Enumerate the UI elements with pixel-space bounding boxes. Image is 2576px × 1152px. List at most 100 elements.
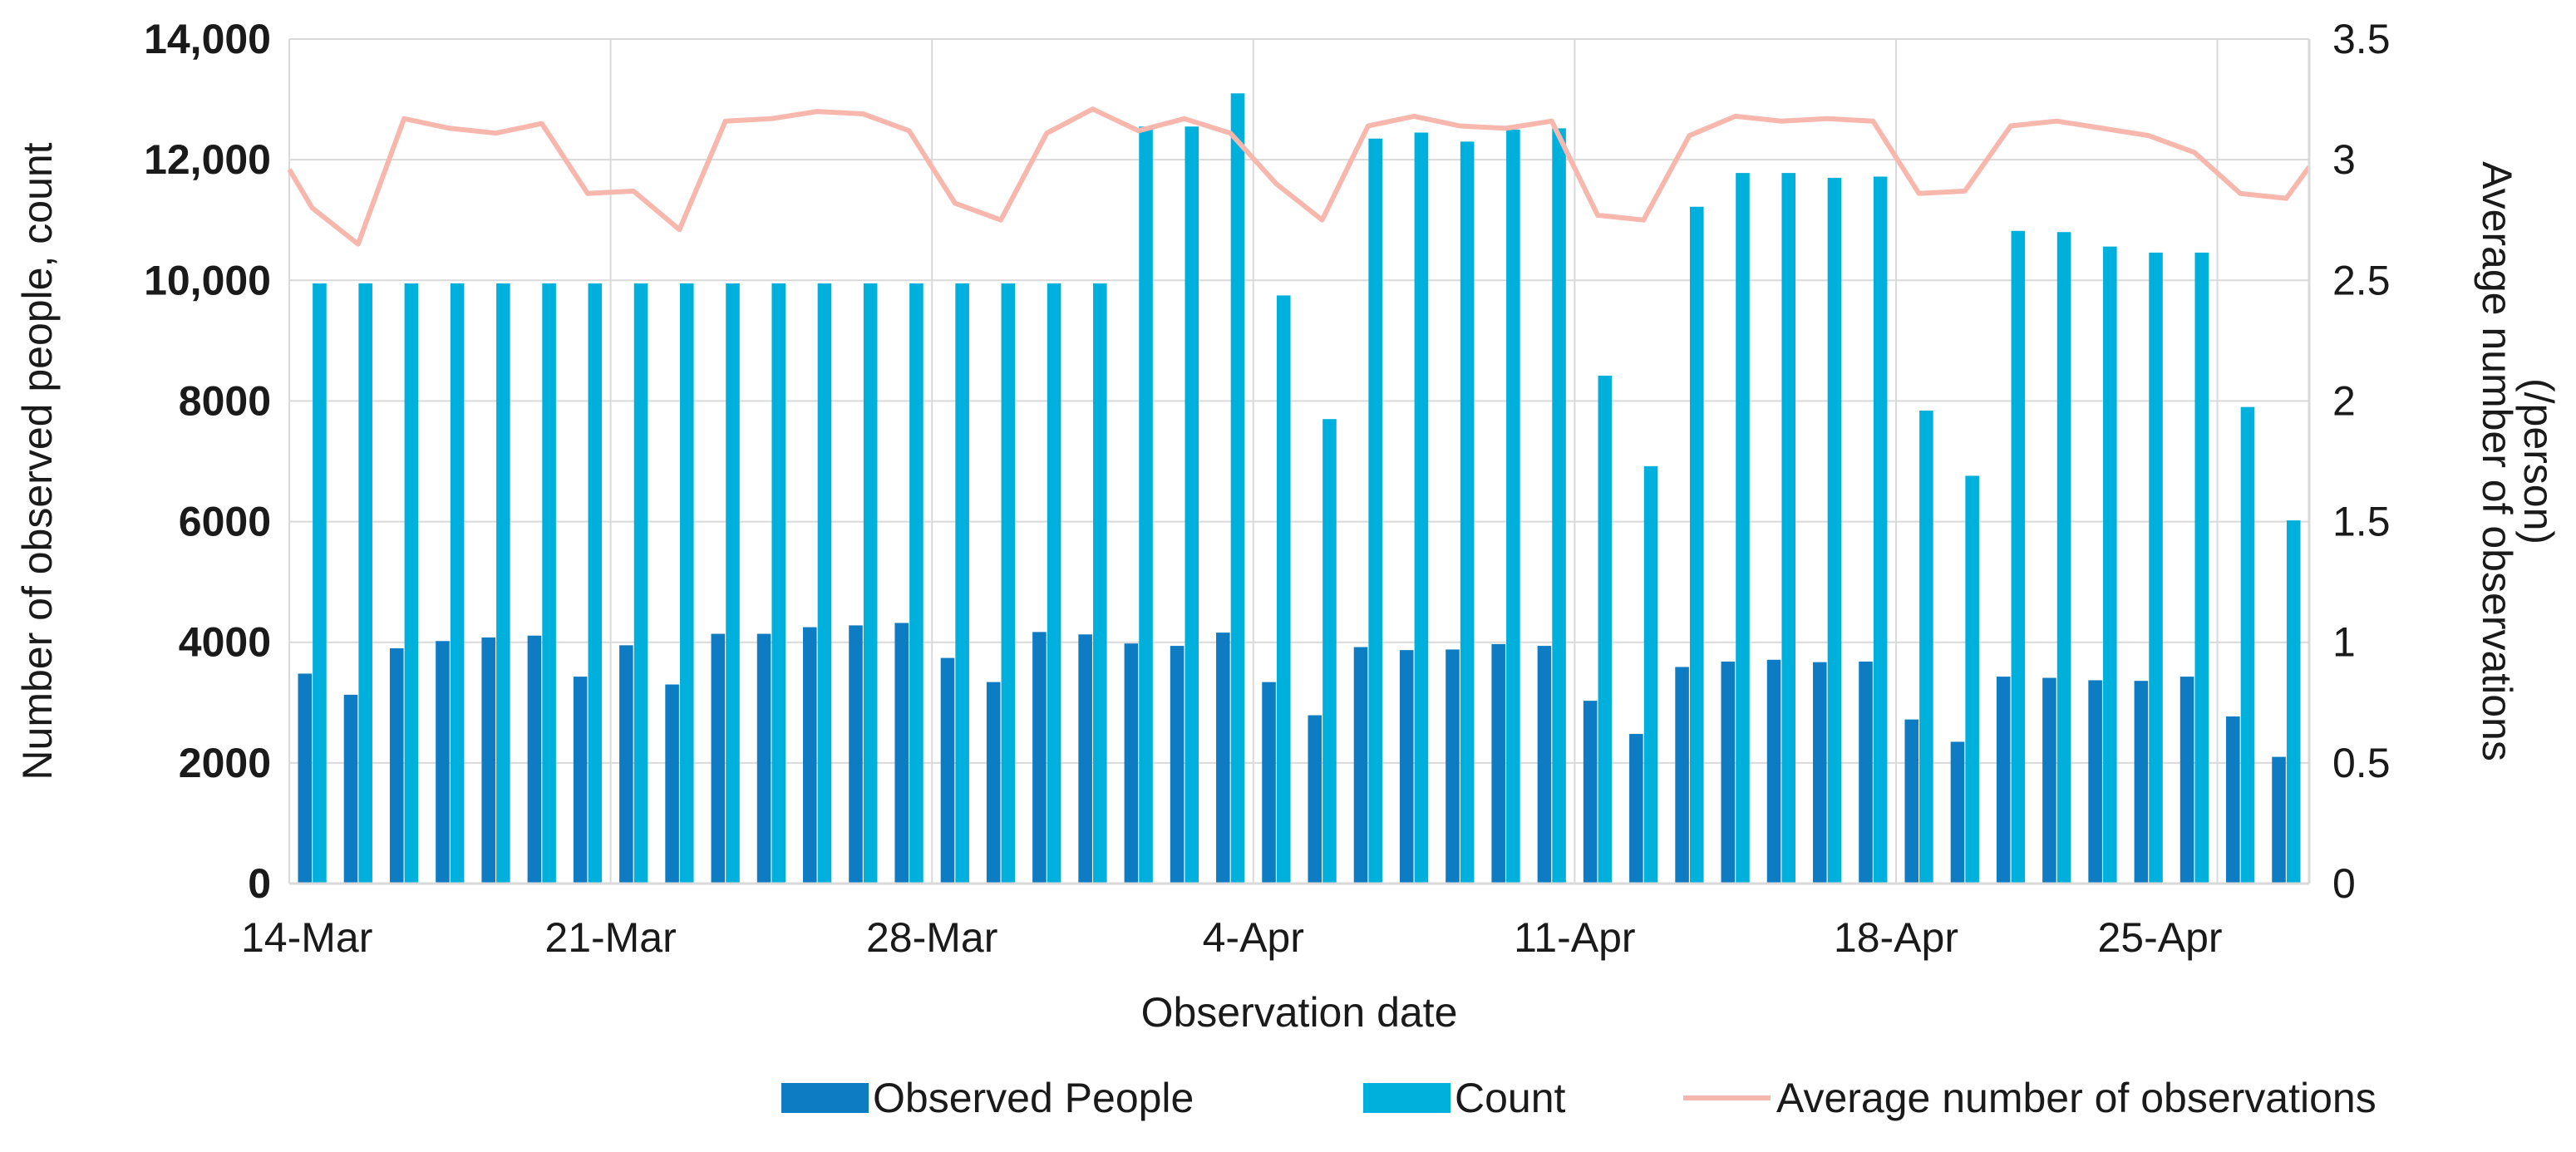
observed-people-bar <box>1032 632 1047 884</box>
count-bar <box>2056 232 2071 884</box>
observed-people-bar <box>1629 734 1643 884</box>
legend-swatch-count <box>1363 1083 1451 1113</box>
count-bar <box>1506 129 1520 884</box>
count-bar <box>2194 252 2209 884</box>
observed-people-bar <box>527 635 542 884</box>
count-bar <box>863 283 878 884</box>
observed-people-bar <box>849 625 863 884</box>
count-bar <box>1322 419 1337 884</box>
count-bar <box>1965 475 1979 884</box>
count-bar <box>1414 132 1429 884</box>
gridlines <box>288 38 2309 884</box>
count-bar <box>2149 252 2163 884</box>
observed-people-bar <box>1904 719 1919 884</box>
observed-people-bar <box>1308 715 1322 884</box>
axes <box>289 39 2311 885</box>
count-bar <box>1643 465 1658 884</box>
left-tick-label: 0 <box>248 860 271 907</box>
x-tick-label: 14-Mar <box>241 914 372 961</box>
legend-label-observed-people: Observed People <box>873 1075 1194 1121</box>
observed-people-bar <box>436 641 450 884</box>
right-tick-label: 3.5 <box>2332 16 2391 62</box>
observed-people-bar <box>986 682 1001 884</box>
left-axis-title: Number of observed people, count <box>14 142 61 780</box>
observed-people-bar <box>481 637 495 884</box>
count-bar <box>1368 138 1382 884</box>
observed-people-bar <box>940 657 955 884</box>
x-tick-label: 11-Apr <box>1514 914 1635 961</box>
observed-people-bar <box>343 694 358 884</box>
count-bar <box>1276 295 1291 884</box>
count-bar <box>1919 411 1933 884</box>
x-tick-label: 18-Apr <box>1834 914 1958 961</box>
observed-people-bar <box>711 633 726 884</box>
right-tick-label: 1 <box>2332 619 2356 666</box>
observed-people-bar <box>1491 643 1505 884</box>
legend-label-average: Average number of observations <box>1776 1075 2377 1121</box>
count-bar <box>1460 141 1475 884</box>
x-tick-label: 28-Mar <box>866 914 997 961</box>
observed-people-bar <box>1446 649 1460 884</box>
left-tick-label: 4000 <box>179 619 271 666</box>
count-bar <box>1047 283 1061 884</box>
right-tick-label: 0 <box>2332 860 2356 907</box>
legend-label-count: Count <box>1455 1075 1566 1121</box>
count-bar <box>2286 520 2301 884</box>
observed-people-bar <box>2042 677 2056 884</box>
x-tick-label: 4-Apr <box>1203 914 1304 961</box>
observed-people-bar <box>665 684 679 884</box>
observed-people-bar <box>1537 646 1552 884</box>
count-bar <box>1552 128 1566 884</box>
left-tick-label: 8000 <box>179 377 271 424</box>
count-bar <box>633 283 648 884</box>
observed-people-bar <box>1996 677 2011 884</box>
observed-people-bar <box>2226 716 2240 884</box>
count-bar <box>1230 93 1245 884</box>
count-bars <box>313 93 2301 884</box>
observed-people-bars <box>298 623 2286 884</box>
right-tick-label: 1.5 <box>2332 499 2391 545</box>
count-bar <box>1139 126 1153 884</box>
right-axis-title-line1: Average number of observations <box>2474 161 2520 761</box>
observed-people-bar <box>2088 680 2102 884</box>
right-axis-title-line2: (/person) <box>2515 378 2562 544</box>
observed-people-bar <box>1399 650 1414 884</box>
x-tick-label: 21-Mar <box>544 914 676 961</box>
count-bar <box>2240 406 2255 884</box>
right-tick-label: 0.5 <box>2332 740 2391 786</box>
observed-people-bar <box>1170 646 1185 884</box>
count-bar <box>726 283 740 884</box>
observed-people-bar <box>2272 756 2286 884</box>
observed-people-bar <box>1766 659 1781 884</box>
observed-people-bar <box>1859 661 1873 884</box>
x-axis-title: Observation date <box>1141 989 1458 1036</box>
observed-people-bar <box>1353 647 1368 884</box>
count-bar <box>1827 177 1842 884</box>
count-bar <box>1093 283 1107 884</box>
left-tick-label: 6000 <box>179 499 271 545</box>
count-bar <box>2011 230 2026 884</box>
count-bar <box>1873 176 1888 884</box>
left-axis-ticks: 0 2000 4000 6000 8000 10,000 12,000 14,000 <box>144 16 271 907</box>
count-bar <box>679 283 694 884</box>
observed-people-bar <box>1078 634 1092 884</box>
count-bar <box>1689 206 1704 884</box>
count-bar <box>771 283 786 884</box>
count-bar <box>358 283 372 884</box>
observed-people-bar <box>619 645 633 884</box>
count-bar <box>1001 283 1016 884</box>
left-tick-label: 12,000 <box>144 136 271 183</box>
right-axis-ticks: 0 0.5 1 1.5 2 2.5 3 3.5 <box>2332 16 2391 907</box>
observed-people-bar <box>1583 701 1598 884</box>
x-tick-label: 25-Apr <box>2097 914 2222 961</box>
observed-people-bar <box>894 623 909 884</box>
right-tick-label: 3 <box>2332 136 2356 183</box>
count-bar <box>496 283 510 884</box>
count-bar <box>1736 173 1750 884</box>
count-bar <box>955 283 969 884</box>
count-bar <box>1781 173 1796 884</box>
observed-people-bar <box>1950 741 1965 884</box>
observed-people-bar <box>573 677 588 884</box>
count-bar <box>1185 126 1199 884</box>
